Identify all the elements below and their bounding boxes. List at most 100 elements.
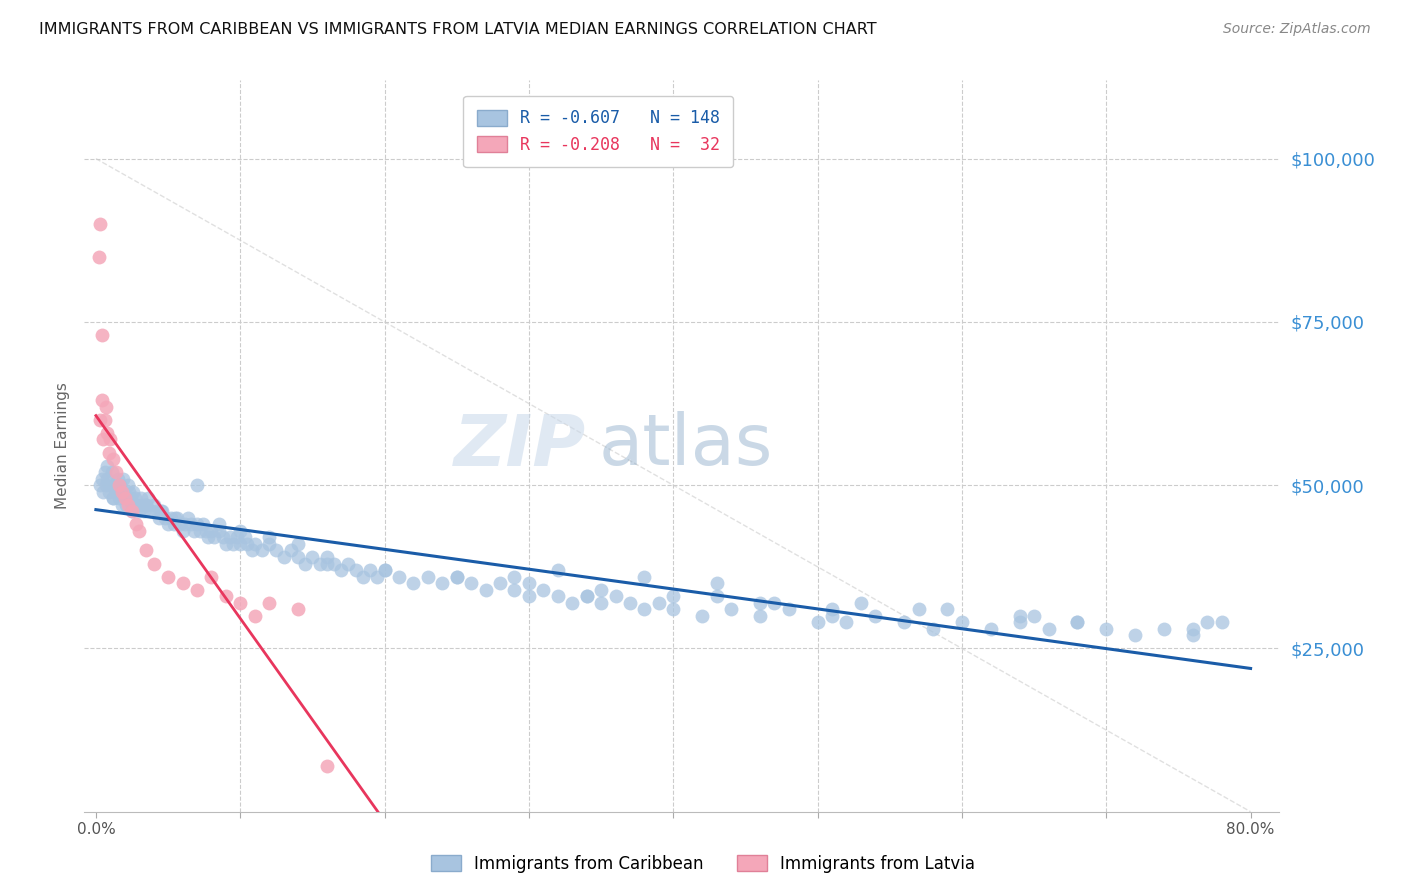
Point bbox=[1153, 622, 1175, 636]
Point bbox=[172, 524, 194, 538]
Point bbox=[690, 608, 713, 623]
Point bbox=[257, 537, 280, 551]
Point bbox=[89, 413, 111, 427]
Point bbox=[229, 537, 252, 551]
Point bbox=[139, 504, 162, 518]
Point bbox=[111, 484, 134, 499]
Point bbox=[121, 504, 143, 518]
Point bbox=[1066, 615, 1088, 630]
Point bbox=[114, 491, 136, 506]
Point bbox=[215, 537, 238, 551]
Point bbox=[662, 602, 685, 616]
Point bbox=[907, 602, 929, 616]
Point bbox=[118, 484, 141, 499]
Point bbox=[166, 511, 188, 525]
Point bbox=[236, 537, 259, 551]
Point bbox=[89, 478, 111, 492]
Point bbox=[257, 530, 280, 544]
Point bbox=[172, 576, 194, 591]
Point bbox=[922, 622, 945, 636]
Point bbox=[821, 608, 844, 623]
Point bbox=[250, 543, 273, 558]
Point bbox=[163, 517, 186, 532]
Point bbox=[135, 498, 157, 512]
Point bbox=[186, 517, 208, 532]
Point bbox=[662, 589, 685, 603]
Point bbox=[1123, 628, 1146, 642]
Point bbox=[226, 530, 249, 544]
Point bbox=[337, 557, 360, 571]
Point bbox=[160, 511, 183, 525]
Point bbox=[90, 393, 112, 408]
Point bbox=[233, 530, 256, 544]
Point bbox=[229, 524, 252, 538]
Y-axis label: Median Earnings: Median Earnings bbox=[55, 383, 70, 509]
Point bbox=[865, 608, 887, 623]
Point bbox=[489, 576, 512, 591]
Point bbox=[388, 569, 411, 583]
Point bbox=[107, 472, 129, 486]
Point bbox=[1181, 628, 1204, 642]
Point bbox=[219, 530, 242, 544]
Point bbox=[605, 589, 627, 603]
Point bbox=[294, 557, 316, 571]
Point bbox=[503, 582, 526, 597]
Point bbox=[142, 498, 165, 512]
Point bbox=[121, 498, 143, 512]
Point bbox=[121, 504, 143, 518]
Point bbox=[157, 569, 180, 583]
Point bbox=[148, 511, 170, 525]
Point bbox=[266, 543, 288, 558]
Point bbox=[183, 524, 205, 538]
Point bbox=[98, 433, 121, 447]
Point bbox=[124, 491, 146, 506]
Point bbox=[446, 569, 468, 583]
Point bbox=[359, 563, 381, 577]
Point bbox=[110, 478, 132, 492]
Point bbox=[197, 530, 219, 544]
Point bbox=[432, 576, 454, 591]
Point bbox=[91, 484, 114, 499]
Point bbox=[112, 472, 135, 486]
Point bbox=[101, 465, 124, 479]
Point bbox=[344, 563, 367, 577]
Point bbox=[1022, 608, 1045, 623]
Point bbox=[96, 458, 118, 473]
Point bbox=[89, 217, 111, 231]
Point bbox=[575, 589, 598, 603]
Point bbox=[474, 582, 496, 597]
Point bbox=[315, 759, 337, 773]
Point bbox=[503, 569, 526, 583]
Point bbox=[1038, 622, 1060, 636]
Point bbox=[517, 589, 540, 603]
Point bbox=[1095, 622, 1118, 636]
Point bbox=[446, 569, 468, 583]
Point bbox=[105, 465, 128, 479]
Point bbox=[308, 557, 330, 571]
Point bbox=[200, 524, 222, 538]
Legend: Immigrants from Caribbean, Immigrants from Latvia: Immigrants from Caribbean, Immigrants fr… bbox=[425, 848, 981, 880]
Point bbox=[117, 478, 139, 492]
Point bbox=[165, 511, 187, 525]
Point bbox=[287, 602, 309, 616]
Point bbox=[575, 589, 598, 603]
Point bbox=[806, 615, 828, 630]
Point bbox=[114, 491, 136, 506]
Point bbox=[177, 511, 200, 525]
Point bbox=[821, 602, 844, 616]
Point bbox=[93, 465, 115, 479]
Point bbox=[122, 484, 145, 499]
Point bbox=[240, 543, 263, 558]
Point bbox=[125, 498, 148, 512]
Point bbox=[517, 576, 540, 591]
Point bbox=[748, 596, 770, 610]
Point bbox=[720, 602, 742, 616]
Point bbox=[91, 433, 114, 447]
Point bbox=[374, 563, 396, 577]
Point bbox=[200, 569, 222, 583]
Text: ZIP: ZIP bbox=[454, 411, 586, 481]
Point bbox=[202, 530, 225, 544]
Point bbox=[105, 484, 128, 499]
Point bbox=[619, 596, 641, 610]
Point bbox=[103, 491, 125, 506]
